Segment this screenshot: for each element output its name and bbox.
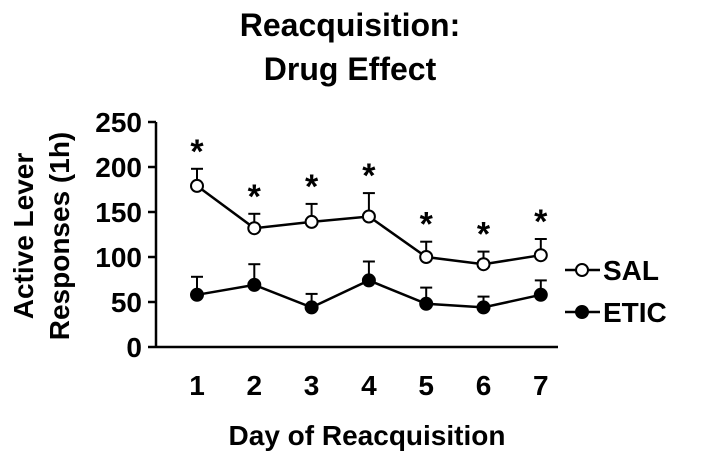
data-point	[247, 221, 262, 236]
data-point	[476, 257, 491, 272]
axes	[154, 122, 558, 349]
data-point	[361, 209, 376, 224]
data-point	[190, 287, 204, 302]
legend-item-etic: ETIC	[565, 297, 667, 328]
x-tick-label: 4	[361, 370, 377, 401]
y-tick-label: 50	[111, 287, 142, 318]
significance-asterisk: *	[534, 203, 548, 241]
y-tick-label: 0	[126, 332, 142, 363]
x-tick-label: 3	[304, 370, 320, 401]
legend: SAL ETIC	[565, 255, 667, 328]
y-ticks: 0 50 100 150 200 250	[95, 107, 156, 363]
x-tick-label: 2	[247, 370, 263, 401]
x-tick-label: 1	[189, 370, 205, 401]
x-axis-label: Day of Reacquisition	[229, 420, 506, 451]
data-point	[304, 300, 319, 315]
significance-asterisk: *	[305, 168, 319, 206]
significance-asterisk: *	[477, 216, 491, 254]
data-point	[247, 277, 262, 292]
y-axis-label-line-1: Active Lever	[8, 153, 39, 320]
series-etic	[190, 260, 548, 315]
y-axis-label-line-2: Responses (1h)	[44, 132, 75, 341]
y-tick-label: 200	[95, 152, 142, 183]
series-layer	[190, 167, 548, 315]
chart-title-line-2: Drug Effect	[264, 51, 437, 87]
significance-asterisk: *	[190, 133, 204, 171]
data-point	[190, 178, 204, 193]
x-tick-label: 5	[418, 370, 434, 401]
legend-label: ETIC	[603, 297, 667, 328]
data-point	[533, 248, 548, 263]
data-point	[533, 287, 548, 302]
significance-annotations: * * * * * * *	[190, 133, 548, 254]
x-tick-label: 6	[476, 370, 492, 401]
significance-asterisk: *	[362, 157, 376, 195]
x-ticks: 1 2 3 4 5 6 7	[189, 370, 548, 401]
legend-item-sal: SAL	[565, 255, 659, 286]
legend-marker	[575, 305, 589, 319]
x-tick-label: 7	[533, 370, 549, 401]
data-point	[361, 273, 376, 288]
data-point	[419, 296, 434, 311]
data-point	[476, 300, 491, 315]
y-tick-label: 100	[95, 242, 142, 273]
y-tick-label: 250	[95, 107, 142, 138]
significance-asterisk: *	[420, 206, 434, 244]
legend-label: SAL	[603, 255, 659, 286]
legend-marker	[575, 263, 589, 277]
y-tick-label: 150	[95, 197, 142, 228]
data-point	[304, 214, 319, 229]
significance-asterisk: *	[248, 178, 262, 216]
chart-title-line-1: Reacquisition:	[240, 7, 460, 43]
data-point	[419, 250, 434, 264]
series-sal	[190, 167, 548, 272]
